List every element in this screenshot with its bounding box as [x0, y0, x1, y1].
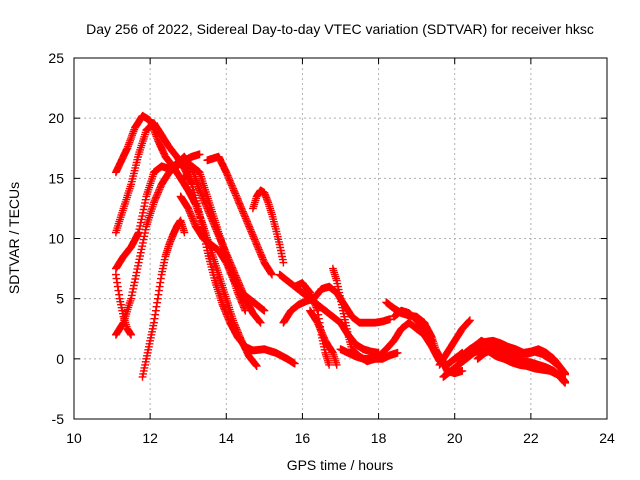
y-tick-label: 0 [56, 351, 64, 367]
data-series-arc-23 [473, 345, 569, 386]
data-series-arc-6 [138, 216, 189, 381]
y-axis-label: SDTVAR / TECUs [6, 182, 22, 294]
y-tick-label: 20 [48, 110, 64, 126]
y-tick-label: 15 [48, 170, 64, 186]
plus-markers [306, 306, 341, 369]
y-tick-label: 10 [48, 231, 64, 247]
plus-markers [249, 186, 288, 267]
plus-markers [279, 282, 394, 327]
data-series-arc-9 [203, 152, 276, 279]
plus-markers [203, 152, 276, 279]
x-tick-label: 10 [66, 430, 82, 446]
plus-markers [473, 345, 569, 386]
plus-markers [112, 119, 299, 368]
data-series-arc-18 [389, 306, 436, 345]
marks-layer [112, 111, 569, 387]
data-series-arc-22 [462, 336, 569, 378]
data-series-arc-12 [279, 282, 394, 327]
y-tick-label: 25 [48, 50, 64, 66]
chart-title: Day 256 of 2022, Sidereal Day-to-day VTE… [86, 21, 594, 37]
x-tick-label: 24 [599, 430, 615, 446]
plus-markers [462, 336, 569, 378]
data-series-arc-2 [112, 119, 299, 368]
plus-markers [112, 270, 135, 339]
data-series-arc-5 [112, 270, 135, 339]
data-series-arc-15 [306, 306, 341, 369]
plus-markers [435, 316, 474, 369]
plus-markers [138, 216, 189, 381]
data-series-arc-10 [249, 186, 288, 267]
x-tick-label: 18 [371, 430, 387, 446]
x-tick-label: 16 [295, 430, 311, 446]
data-series-arc-8 [176, 192, 269, 315]
y-tick-label: -5 [52, 411, 65, 427]
x-tick-label: 14 [218, 430, 234, 446]
x-tick-label: 22 [523, 430, 539, 446]
y-tick-label: 5 [56, 291, 64, 307]
x-tick-label: 12 [142, 430, 158, 446]
plus-markers [176, 192, 269, 315]
x-tick-label: 20 [447, 430, 463, 446]
ticks-layer: 10 12 14 16 18 20 22 24 -5 0 5 10 15 20 25 [48, 50, 615, 446]
x-axis-label: GPS time / hours [287, 457, 394, 473]
plus-markers [389, 306, 436, 345]
data-series-arc-19 [435, 316, 474, 369]
